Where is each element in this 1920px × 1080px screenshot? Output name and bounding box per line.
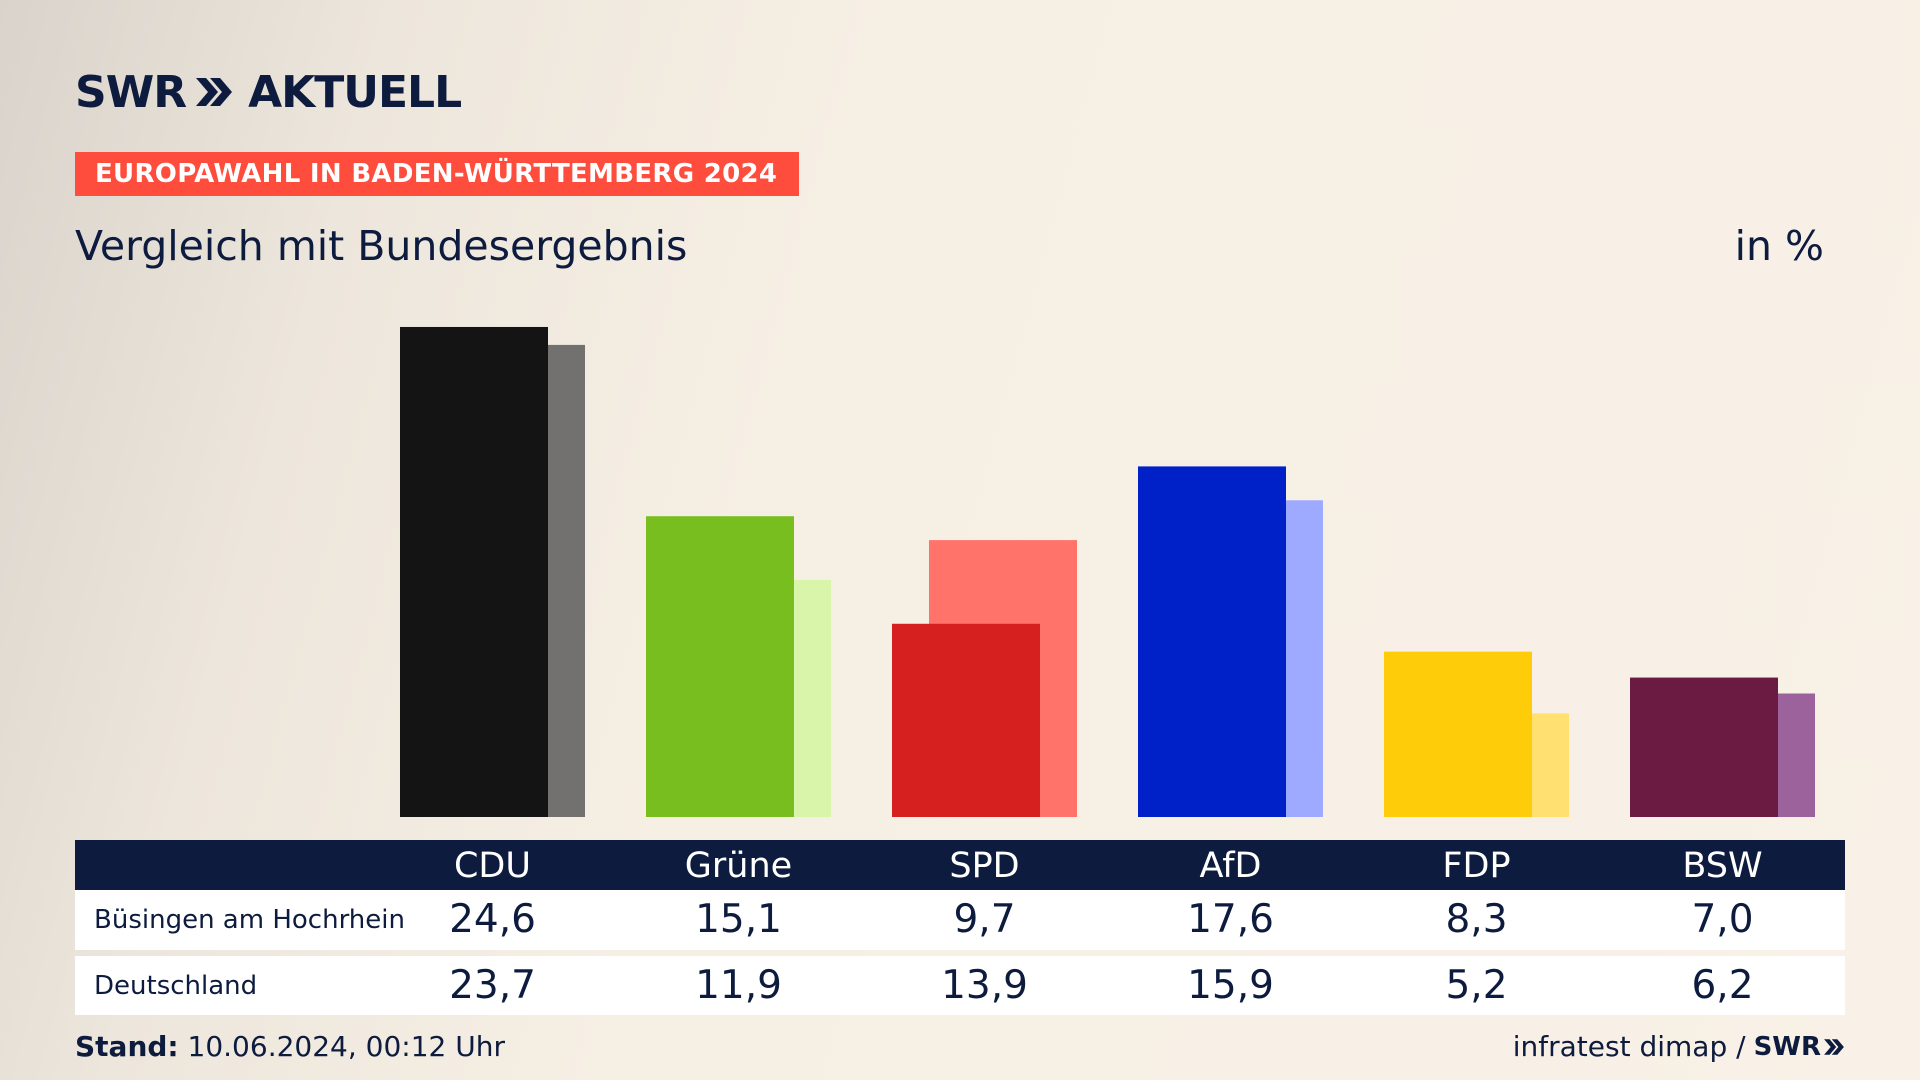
column-header-spd: SPD: [949, 846, 1020, 886]
table-cell-spd: 13,9: [941, 963, 1028, 1008]
bar-buesingen-afd: [1138, 466, 1286, 817]
bar-buesingen-fdp: [1384, 651, 1532, 817]
stand-label: Stand:: [75, 1030, 179, 1063]
row-label-buesingen: Büsingen am Hochrhein: [94, 905, 405, 935]
table-cell-bsw: 6,2: [1691, 963, 1754, 1008]
table-cell-afd: 15,9: [1187, 963, 1274, 1008]
table-cell-spd: 9,7: [953, 897, 1016, 942]
bar-buesingen-gruene: [646, 516, 794, 817]
column-header-bsw: BSW: [1682, 846, 1763, 886]
table-row-buesingen: Büsingen am Hochrhein 24,6 15,1 9,7 17,6 8,3…: [75, 890, 1845, 950]
table-cell-afd: 17,6: [1187, 897, 1274, 942]
table-cell-fdp: 8,3: [1445, 897, 1508, 942]
table-cell-gruene: 11,9: [695, 963, 782, 1008]
double-chevron-icon: [1824, 1038, 1844, 1055]
column-header-gruene: Grüne: [684, 846, 793, 886]
source-text: infratest dimap /: [1512, 1030, 1746, 1063]
table-cell-gruene: 15,1: [695, 897, 782, 942]
table-cell-bsw: 7,0: [1691, 897, 1754, 942]
row-label-deutschland: Deutschland: [94, 971, 258, 1001]
bar-buesingen-cdu: [400, 326, 548, 817]
column-header-fdp: FDP: [1442, 846, 1511, 886]
chart-subtitle: Vergleich mit Bundesergebnis: [75, 222, 688, 270]
stand-value: 10.06.2024, 00:12 Uhr: [187, 1030, 505, 1063]
bar-buesingen-bsw: [1630, 677, 1778, 817]
results-table: CDU Grüne SPD AfD FDP BSW Büsingen am Hochrhe…: [75, 840, 1845, 1015]
double-chevron-icon: [196, 78, 233, 106]
table-cell-cdu: 24,6: [449, 897, 536, 942]
column-header-cdu: CDU: [453, 846, 531, 886]
bar-buesingen-spd: [892, 623, 1040, 817]
table-row-deutschland: Deutschland 23,7 11,9 13,9 15,9 5,2 6,2: [75, 956, 1845, 1015]
source-credit: infratest dimap / SWR: [1513, 1030, 1845, 1063]
table-cell-fdp: 5,2: [1445, 963, 1508, 1008]
logo-brand: SWR: [75, 66, 187, 118]
bar-chart: [400, 326, 1815, 817]
column-header-afd: AfD: [1199, 846, 1262, 886]
swr-aktuell-logo: SWR AKTUELL: [75, 64, 462, 120]
election-badge: EUROPAWAHL IN BADEN-WÜRTTEMBERG 2024: [75, 152, 799, 196]
logo-product: AKTUELL: [248, 66, 462, 118]
source-logo: SWR: [1753, 1031, 1821, 1062]
timestamp: Stand: 10.06.2024, 00:12 Uhr: [75, 1030, 505, 1063]
table-cell-cdu: 23,7: [449, 963, 536, 1008]
table-header: CDU Grüne SPD AfD FDP BSW: [75, 840, 1845, 890]
unit-label: in %: [1734, 222, 1824, 270]
